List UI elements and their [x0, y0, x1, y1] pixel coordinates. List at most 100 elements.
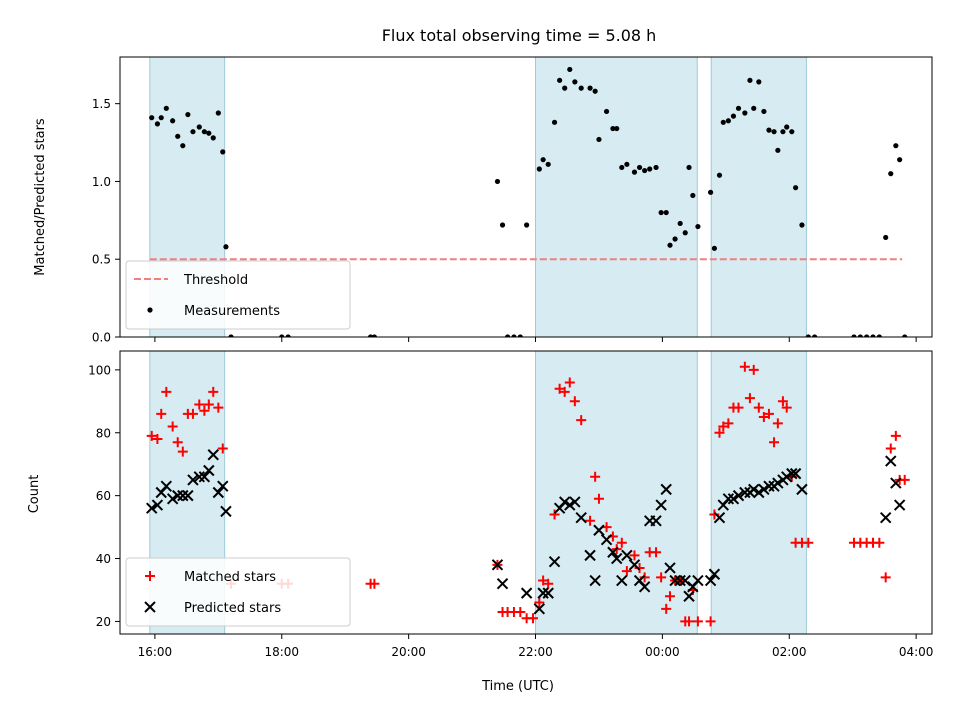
measurement-point: [695, 223, 701, 230]
ratio-observing-interval: [710, 57, 807, 337]
x-tick-label: 22:00: [518, 645, 553, 659]
predicted-stars-point: [786, 467, 798, 480]
count-legend: [125, 557, 351, 627]
measurement-point: [642, 167, 648, 174]
predicted-stars-point: [207, 449, 219, 461]
measurement-point: [883, 234, 889, 241]
matched-stars-point: [534, 597, 545, 608]
predicted-stars-point: [890, 477, 902, 489]
predicted-stars-point: [638, 581, 651, 593]
measurement-point: [592, 88, 598, 94]
measurement-point: [708, 189, 714, 195]
measurement-point: [766, 127, 772, 133]
measurement-point: [870, 334, 876, 337]
measurement-point: [201, 129, 207, 135]
predicted-stars-point: [520, 587, 533, 599]
measurement-point: [619, 164, 625, 171]
measurement-point: [761, 108, 767, 115]
count-y-tick-label: 40: [96, 552, 111, 566]
top-y-axis-label: Matched/Predicted stars: [33, 118, 48, 276]
measurement-point: [682, 230, 688, 236]
count-y-tick-label: 100: [88, 363, 111, 377]
matched-stars-point: [621, 566, 632, 577]
count-plot-area: [146, 351, 910, 634]
matched-stars-point: [651, 547, 662, 558]
measurement-point: [751, 105, 757, 111]
matched-stars-point: [769, 437, 780, 448]
matched-stars-point: [661, 603, 672, 614]
matched-stars-point: [723, 418, 734, 429]
ratio-y-tick-label: 0.0: [92, 331, 111, 345]
matched-stars-point: [172, 437, 183, 448]
predicted-stars-point: [151, 499, 164, 511]
measurement-point: [578, 85, 584, 91]
measurement-point: [771, 129, 777, 135]
predicted-stars-point: [569, 496, 581, 508]
measurement-point: [603, 108, 610, 115]
ratio-y-tick-label: 1.5: [92, 97, 111, 111]
matched-stars-point: [890, 430, 901, 441]
count-y-tick-label: 20: [96, 615, 111, 629]
predicted-stars-point: [655, 499, 667, 511]
predicted-stars-point: [796, 483, 808, 496]
measurement-point: [220, 149, 226, 155]
matched-stars-point: [564, 377, 575, 388]
matched-stars-point: [194, 399, 205, 410]
legend-label: Matched stars: [184, 570, 276, 585]
matched-stars-point: [146, 430, 157, 441]
measurement-point: [505, 334, 511, 337]
predicted-stars-point: [732, 489, 745, 502]
legend-matched-swatch: [145, 571, 155, 581]
predicted-stars-point: [616, 574, 628, 587]
x-tick-label: 04:00: [899, 645, 934, 659]
matched-stars-point: [593, 493, 604, 504]
matched-stars-point: [803, 537, 814, 548]
measurement-point: [215, 110, 221, 116]
matched-stars-point: [718, 421, 729, 432]
matched-stars-point: [684, 616, 695, 627]
measurement-point: [279, 334, 285, 337]
matched-stars-point: [208, 386, 219, 397]
matched-stars-point: [777, 396, 788, 407]
matched-stars-point: [781, 402, 792, 413]
measurement-point: [672, 236, 678, 242]
matched-stars-point: [569, 396, 580, 407]
predicted-stars-point: [722, 493, 735, 505]
matched-stars-point: [515, 606, 526, 617]
matched-stars-point: [554, 383, 565, 394]
matched-stars-point: [885, 443, 896, 454]
predicted-stars-point: [611, 552, 623, 565]
matched-stars-point: [203, 399, 214, 410]
measurement-point: [876, 334, 882, 337]
matched-stars-point: [629, 550, 640, 561]
matched-stars-point: [559, 386, 570, 397]
measurement-point: [784, 124, 790, 130]
measurement-point: [610, 125, 616, 132]
measurement-point: [663, 209, 669, 216]
legend-label: Predicted stars: [184, 601, 281, 616]
matched-stars-point: [772, 418, 783, 429]
measurement-point: [631, 169, 638, 175]
predicted-stars-point: [593, 524, 605, 536]
bottom-y-axis-label: Count: [27, 475, 42, 514]
measurement-point: [223, 244, 229, 250]
predicted-stars-point: [160, 480, 173, 492]
matched-stars-point: [714, 427, 725, 438]
matched-stars-point: [213, 402, 224, 413]
predicted-stars-point: [669, 574, 681, 587]
matched-stars-point: [156, 408, 167, 419]
matched-stars-point: [369, 578, 380, 589]
predicted-stars-point: [584, 549, 596, 562]
predicted-stars-point: [182, 489, 194, 502]
measurement-point: [596, 136, 602, 143]
predicted-stars-point: [692, 574, 704, 587]
measurement-point: [567, 66, 573, 73]
measurement-point: [175, 133, 181, 139]
predicted-stars-point: [589, 574, 601, 587]
measurement-point: [725, 118, 731, 124]
measurement-point: [667, 242, 673, 248]
predicted-stars-point: [739, 486, 751, 499]
matched-stars-point: [585, 515, 596, 526]
matched-stars-point: [161, 386, 172, 397]
